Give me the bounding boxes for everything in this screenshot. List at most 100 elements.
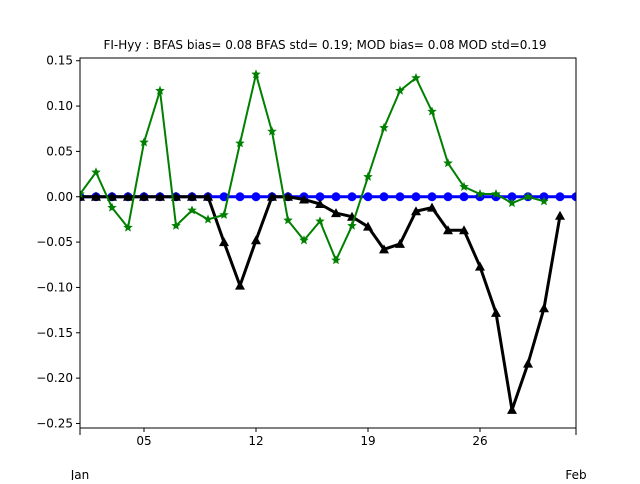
data-point (555, 210, 565, 220)
data-point (219, 237, 229, 247)
data-point (203, 191, 213, 201)
data-point (427, 202, 437, 212)
y-tick-label: −0.15 (36, 326, 73, 340)
x-tick-label: 26 (472, 434, 487, 448)
series-line (80, 73, 545, 262)
data-point (235, 192, 245, 202)
data-point (80, 189, 85, 199)
data-point (507, 404, 517, 414)
data-point (267, 191, 277, 201)
data-point (475, 189, 485, 199)
data-point (171, 220, 181, 230)
data-point (331, 192, 341, 202)
y-tick-label: 0.15 (46, 54, 73, 68)
data-point (283, 215, 293, 225)
data-point (107, 202, 117, 212)
plot-frame (79, 57, 577, 429)
data-point (251, 69, 261, 79)
data-point (379, 244, 389, 254)
data-point (523, 191, 533, 201)
data-point (299, 194, 309, 204)
data-point (571, 192, 576, 202)
x-sub-label: Feb (565, 468, 586, 480)
data-point (283, 191, 293, 201)
data-point (379, 122, 389, 132)
data-point (395, 192, 405, 202)
data-point (155, 191, 165, 201)
data-point (91, 191, 101, 201)
data-point (187, 191, 197, 201)
data-point (251, 192, 261, 202)
data-point (459, 225, 469, 235)
data-point (443, 225, 453, 235)
data-point (251, 235, 261, 245)
data-point (555, 192, 565, 202)
data-point (155, 85, 165, 95)
data-point (347, 220, 357, 230)
data-point (395, 238, 405, 248)
series-layer (80, 69, 576, 414)
data-point (139, 137, 149, 147)
y-tick-label: 0.00 (46, 190, 73, 204)
data-point (235, 138, 245, 148)
y-tick-label: −0.05 (36, 235, 73, 249)
data-point (427, 192, 437, 202)
data-point (123, 191, 133, 201)
data-point (203, 214, 213, 224)
data-point (411, 206, 421, 216)
data-point (235, 280, 245, 290)
data-point (331, 208, 341, 218)
data-point (459, 181, 469, 191)
data-point (299, 235, 309, 245)
data-point (315, 199, 325, 209)
data-point (363, 221, 373, 231)
data-point (539, 196, 549, 206)
data-point (315, 216, 325, 226)
data-point (315, 192, 325, 202)
data-point (395, 85, 405, 95)
data-point (363, 171, 373, 181)
data-point (491, 189, 501, 199)
data-point (187, 205, 197, 215)
data-point (427, 106, 437, 116)
data-point (507, 198, 517, 208)
y-tick-label: −0.25 (36, 416, 73, 430)
data-point (347, 192, 357, 202)
data-point (411, 192, 421, 202)
data-point (267, 126, 277, 136)
data-point (91, 167, 101, 177)
data-point (475, 261, 485, 271)
chart-title: FI-Hyy : BFAS bias= 0.08 BFAS std= 0.19;… (103, 38, 546, 52)
data-point (363, 192, 373, 202)
data-point (123, 222, 133, 232)
y-axis: −0.25 −0.20 −0.15 −0.10 −0.05 0.00 0.05 0.10 0.1… (36, 54, 80, 430)
data-point (411, 72, 421, 82)
y-tick-label: −0.10 (36, 280, 73, 294)
y-tick-label: −0.20 (36, 371, 73, 385)
data-point (523, 358, 533, 368)
x-tick-label: 05 (136, 434, 151, 448)
data-point (331, 255, 341, 265)
series-triangle (80, 191, 565, 414)
data-point (107, 191, 117, 201)
series-star (80, 69, 549, 265)
data-point (379, 192, 389, 202)
data-point (491, 307, 501, 317)
series-line (80, 195, 562, 412)
data-point (139, 191, 149, 201)
data-point (443, 158, 453, 168)
data-point (459, 192, 469, 202)
y-tick-label: 0.10 (46, 99, 73, 113)
data-point (539, 303, 549, 313)
data-point (507, 192, 517, 202)
x-axis: 05 12 19 26 Jan Feb (70, 428, 587, 482)
x-tick-label: 12 (248, 434, 263, 448)
x-tick-label: 19 (360, 434, 375, 448)
data-point (219, 192, 229, 202)
x-sub-label: Jan (70, 468, 90, 480)
data-point (443, 192, 453, 202)
data-point (219, 209, 229, 219)
y-tick-label: 0.05 (46, 144, 73, 158)
